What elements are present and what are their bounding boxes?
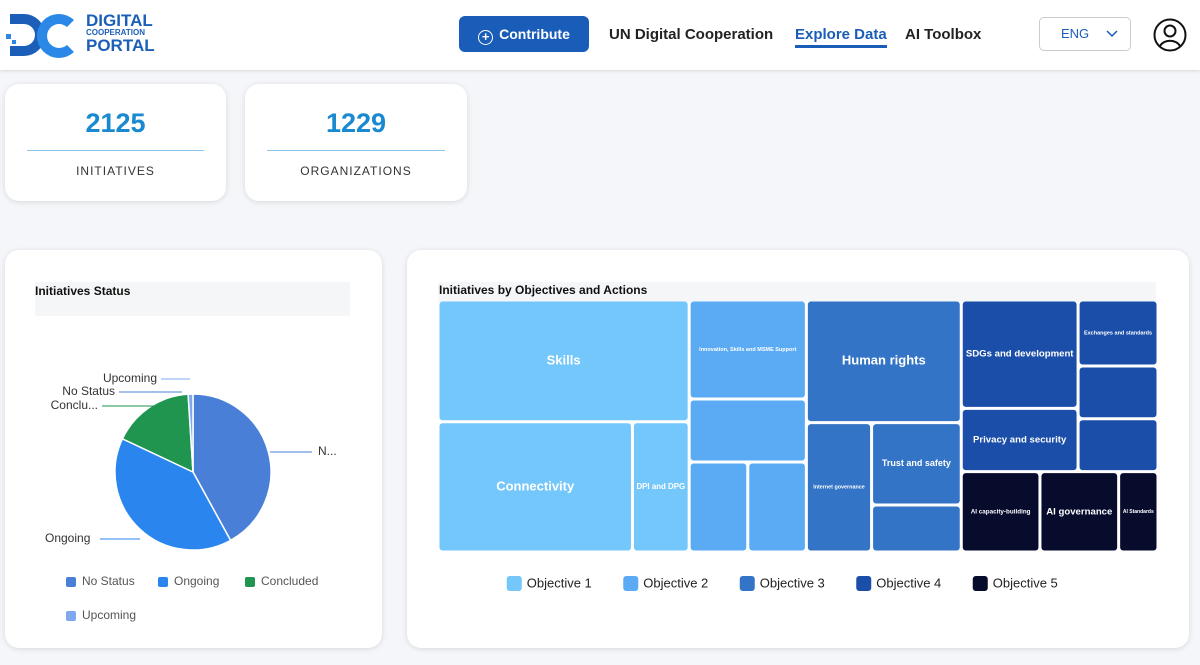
plus-icon: + xyxy=(478,30,494,45)
legend-swatch xyxy=(506,576,522,591)
callout-label: Upcoming xyxy=(103,371,157,385)
divider xyxy=(27,150,204,151)
nav-link[interactable]: AI Toolbox xyxy=(905,26,982,43)
treemap-cell xyxy=(633,423,688,551)
title-bar xyxy=(35,282,350,316)
logo-text[interactable]: DIGITAL COOPERATION PORTAL xyxy=(86,12,155,54)
callout-label: No Status xyxy=(62,384,115,398)
stat-label: ORGANIZATIONS xyxy=(300,164,412,178)
legend-swatch xyxy=(739,576,755,591)
cell-label: Human rights xyxy=(842,353,926,368)
cell-label: AI Standards xyxy=(1123,509,1154,515)
cell-label: SDGs and development xyxy=(966,349,1074,360)
treemap-cell xyxy=(962,473,1039,551)
legend-swatch xyxy=(158,577,168,587)
treemap-cell xyxy=(439,423,631,551)
legend-swatch xyxy=(856,576,872,591)
cell-label: Privacy and security xyxy=(973,434,1067,445)
treemap-cell xyxy=(690,400,805,461)
callout-label: Conclu... xyxy=(51,398,98,412)
legend-label: Objective 5 xyxy=(993,575,1058,590)
logo-mark xyxy=(6,14,74,58)
nav-link[interactable]: UN Digital Cooperation xyxy=(609,26,774,43)
pie-slice xyxy=(192,393,272,542)
treemap-cell xyxy=(807,301,960,422)
contribute-button[interactable]: + Contribute xyxy=(459,16,589,52)
cell-label: Connectivity xyxy=(496,478,575,493)
cell-label: Trust and safety xyxy=(882,458,951,468)
chevron xyxy=(1106,30,1118,38)
legend-label: Upcoming xyxy=(82,608,136,622)
legend-label: Objective 1 xyxy=(527,575,592,590)
legend-swatch xyxy=(623,576,639,591)
stat-card: 1229 ORGANIZATIONS xyxy=(245,84,467,201)
logo-line: DIGITAL xyxy=(86,11,153,30)
callout-label: Ongoing xyxy=(45,531,90,545)
header: DIGITAL COOPERATION PORTAL + Contribute U… xyxy=(0,0,1200,70)
treemap-cell xyxy=(807,424,871,551)
legend-label: Objective 4 xyxy=(876,575,941,590)
button-label: Contribute xyxy=(499,26,570,42)
treemap-cell xyxy=(1120,473,1157,551)
language: ENG xyxy=(1061,26,1090,41)
cell-label: Internet governance xyxy=(813,485,865,491)
chart-title: Initiatives Status xyxy=(35,284,131,298)
cell-label: Innovation, Skills and MSME Support xyxy=(699,347,796,353)
chart-title: Initiatives by Objectives and Actions xyxy=(439,283,648,297)
pie-slice xyxy=(114,437,232,551)
treemap-cell xyxy=(1041,473,1118,551)
stat-card: 2125 INITIATIVES xyxy=(5,84,226,201)
legend-swatch xyxy=(66,611,76,621)
user-icon[interactable] xyxy=(1152,17,1188,53)
treemap-cell xyxy=(690,301,805,398)
logo-line: PORTAL xyxy=(86,36,155,55)
treemap-cell xyxy=(873,506,960,551)
pie-slice xyxy=(121,393,194,474)
pie-slice xyxy=(187,393,194,473)
logo-line: COOPERATION xyxy=(86,28,145,37)
nav-link-active[interactable]: Explore Data xyxy=(795,26,887,48)
treemap-cell xyxy=(873,424,960,504)
callout-label: N... xyxy=(318,444,337,458)
stat-label: INITIATIVES xyxy=(76,164,155,178)
treemap-cell xyxy=(962,409,1077,471)
cell-label: DPI and DPG xyxy=(636,482,685,491)
title-bar xyxy=(438,282,1156,302)
treemap-cell xyxy=(1079,420,1157,471)
treemap-cell xyxy=(439,301,688,421)
legend-label: Ongoing xyxy=(174,574,219,588)
treemap-cell xyxy=(1079,301,1157,365)
legend-label: Objective 2 xyxy=(643,575,708,590)
treemap-cell xyxy=(1079,367,1157,418)
stat-value: 2125 xyxy=(85,108,146,138)
divider xyxy=(267,150,445,151)
legend-label: No Status xyxy=(82,574,135,588)
cell-label: Skills xyxy=(547,352,581,367)
treemap-cell xyxy=(690,463,747,551)
cell-label: AI capacity-building xyxy=(971,508,1031,515)
legend-swatch xyxy=(972,576,988,591)
legend-label: Concluded xyxy=(261,574,318,588)
legend-swatch xyxy=(245,577,255,587)
stat-value: 1229 xyxy=(325,108,387,138)
language-select[interactable]: ENG xyxy=(1039,17,1131,51)
treemap-cell xyxy=(749,463,805,551)
cell-label: AI governance xyxy=(1046,506,1112,517)
legend-label: Objective 3 xyxy=(760,575,825,590)
legend-swatch xyxy=(66,577,76,587)
treemap-cell xyxy=(962,301,1077,407)
cell-label: Exchanges and standards xyxy=(1084,330,1152,336)
